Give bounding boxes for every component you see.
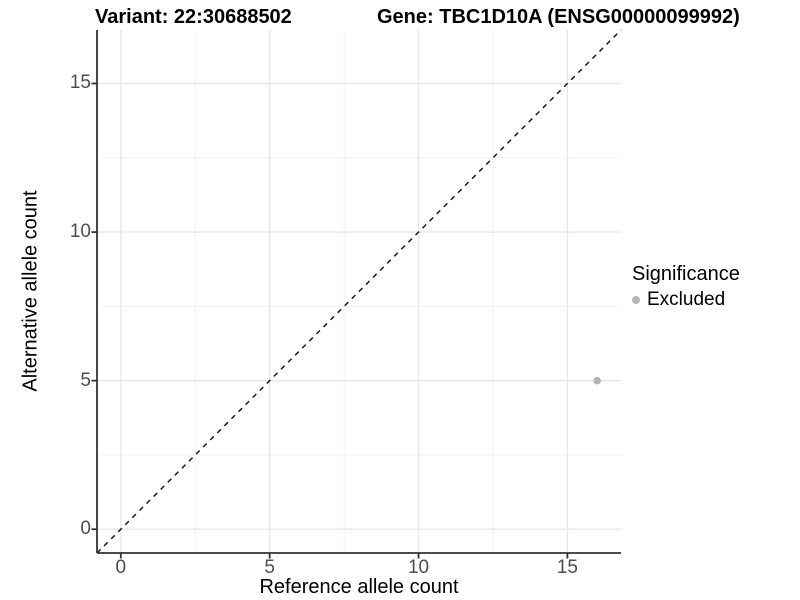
y-tick-label: 0	[80, 518, 91, 540]
y-axis-title: Alternative allele count	[19, 190, 42, 392]
plot-title-gene: Gene: TBC1D10A (ENSG00000099992)	[377, 6, 740, 28]
x-tick-label: 15	[556, 557, 578, 578]
x-tick-label: 5	[264, 557, 275, 578]
data-point	[593, 376, 601, 385]
y-tick-label: 15	[69, 72, 91, 94]
x-tick-label: 10	[407, 557, 430, 578]
legend-key-dot-icon	[632, 296, 640, 304]
plot-panel-canvas	[91, 29, 622, 559]
x-axis-title: Reference allele count	[259, 576, 459, 598]
plot-panel	[91, 29, 622, 559]
legend-item-label: Excluded	[647, 289, 726, 310]
y-tick-label: 10	[69, 221, 91, 243]
identity-dashed-line	[96, 29, 622, 554]
plot-title-variant: Variant: 22:30688502	[95, 6, 292, 28]
legend: Significance Excluded	[632, 263, 740, 311]
y-tick-label: 5	[80, 369, 91, 391]
legend-items: Excluded	[632, 289, 740, 311]
x-tick-label: 0	[115, 557, 127, 578]
legend-title: Significance	[632, 263, 740, 285]
legend-item: Excluded	[632, 289, 740, 311]
